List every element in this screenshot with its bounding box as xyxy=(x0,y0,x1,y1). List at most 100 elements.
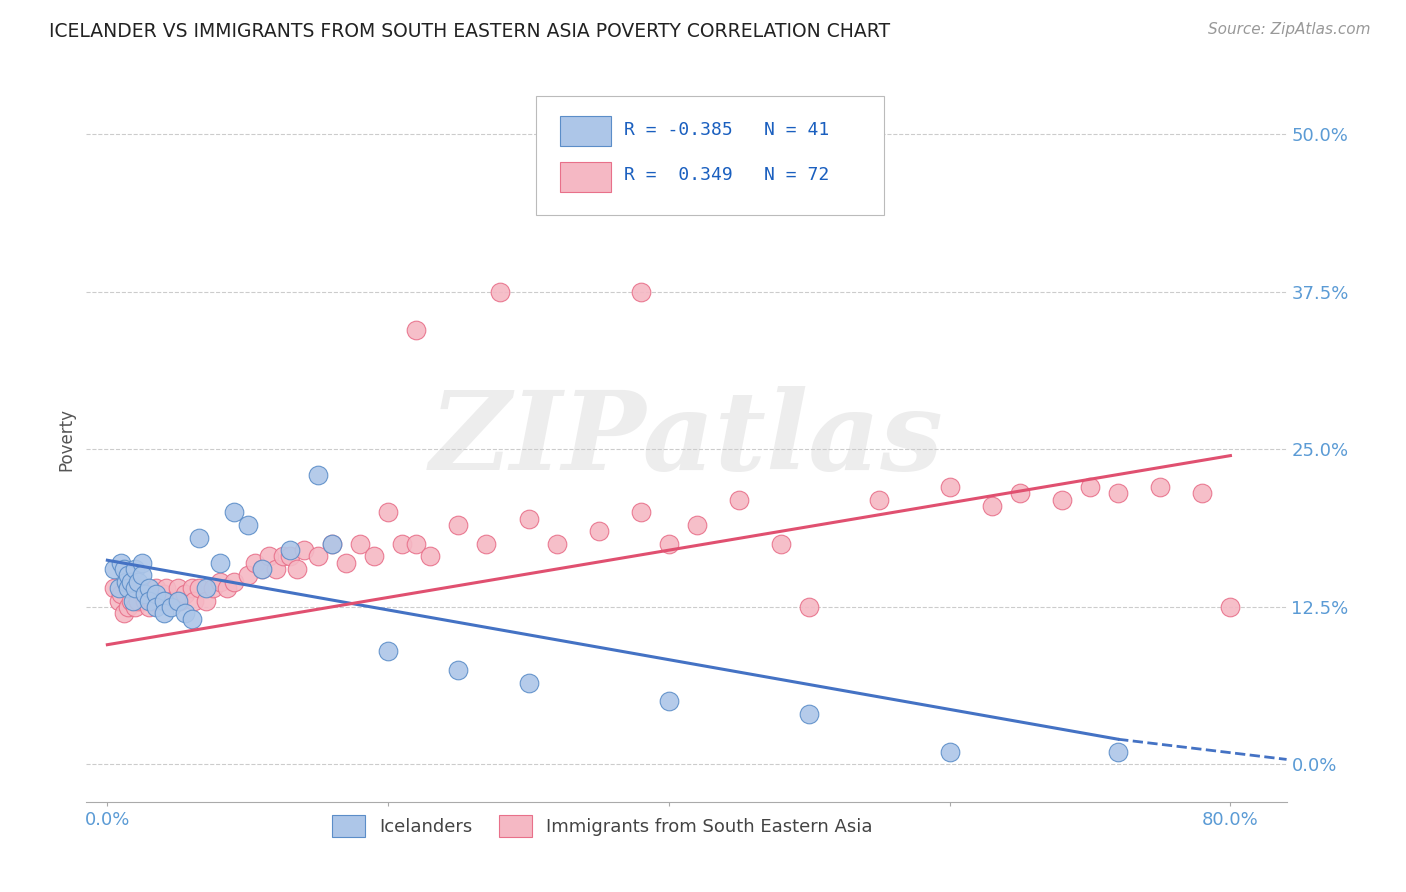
Point xyxy=(938,745,960,759)
Point xyxy=(630,505,652,519)
Point xyxy=(630,285,652,299)
Point xyxy=(321,537,343,551)
Point xyxy=(271,549,294,564)
Point xyxy=(377,644,399,658)
Point xyxy=(278,543,301,558)
Text: R =  0.349: R = 0.349 xyxy=(624,166,733,185)
Point xyxy=(180,581,202,595)
Point xyxy=(799,706,821,721)
Point xyxy=(588,524,610,539)
Point xyxy=(307,467,329,482)
Point xyxy=(103,562,125,576)
FancyBboxPatch shape xyxy=(537,95,884,215)
Text: N = 41: N = 41 xyxy=(765,120,830,138)
Point xyxy=(980,499,1002,513)
Point xyxy=(447,518,470,533)
Point xyxy=(1008,486,1031,500)
Point xyxy=(103,581,125,595)
Point xyxy=(166,581,188,595)
Point xyxy=(134,593,156,607)
Point xyxy=(117,581,139,595)
Text: ZIPatlas: ZIPatlas xyxy=(429,386,943,493)
Point xyxy=(236,568,259,582)
Point xyxy=(120,574,142,589)
Point xyxy=(173,606,195,620)
Point xyxy=(1149,480,1171,494)
Point xyxy=(117,568,139,582)
Point xyxy=(120,593,142,607)
Point xyxy=(1078,480,1101,494)
Point xyxy=(243,556,266,570)
Point xyxy=(149,593,172,607)
Point xyxy=(222,574,245,589)
Point xyxy=(335,556,357,570)
Point xyxy=(278,549,301,564)
Point xyxy=(138,599,160,614)
Point xyxy=(447,663,470,677)
Point xyxy=(285,562,308,576)
Point xyxy=(419,549,441,564)
Point xyxy=(546,537,568,551)
Point xyxy=(110,587,132,601)
Point xyxy=(194,581,217,595)
Point xyxy=(686,518,709,533)
Point xyxy=(121,593,143,607)
Point xyxy=(138,581,160,595)
FancyBboxPatch shape xyxy=(561,161,610,192)
Point xyxy=(180,612,202,626)
Point xyxy=(131,568,153,582)
Point xyxy=(363,549,385,564)
Point xyxy=(117,599,139,614)
Point xyxy=(155,581,177,595)
Point xyxy=(264,562,287,576)
Point xyxy=(112,606,135,620)
Point xyxy=(124,581,146,595)
Point xyxy=(127,593,149,607)
Point xyxy=(236,518,259,533)
Point xyxy=(869,492,891,507)
Point xyxy=(107,593,129,607)
Point xyxy=(1191,486,1213,500)
Point xyxy=(124,599,146,614)
Point xyxy=(208,556,231,570)
Point xyxy=(938,480,960,494)
Point xyxy=(183,593,205,607)
Point xyxy=(131,581,153,595)
Point xyxy=(145,587,167,601)
Point xyxy=(517,675,540,690)
Point xyxy=(152,593,174,607)
Point xyxy=(770,537,793,551)
Text: Source: ZipAtlas.com: Source: ZipAtlas.com xyxy=(1208,22,1371,37)
Point xyxy=(215,581,238,595)
Point xyxy=(134,587,156,601)
Point xyxy=(517,511,540,525)
Point xyxy=(152,606,174,620)
Point xyxy=(222,505,245,519)
Point xyxy=(110,556,132,570)
Point xyxy=(489,285,512,299)
Legend: Icelanders, Immigrants from South Eastern Asia: Icelanders, Immigrants from South Easter… xyxy=(325,807,880,844)
Point xyxy=(194,593,217,607)
Point xyxy=(145,581,167,595)
Point xyxy=(152,587,174,601)
Point xyxy=(124,581,146,595)
Text: N = 72: N = 72 xyxy=(765,166,830,185)
Point xyxy=(173,587,195,601)
Point xyxy=(1107,486,1129,500)
Point xyxy=(187,581,209,595)
Point xyxy=(257,549,280,564)
Point xyxy=(321,537,343,551)
Point xyxy=(1050,492,1073,507)
Point xyxy=(114,574,136,589)
Point xyxy=(377,505,399,519)
Point xyxy=(169,593,191,607)
Point xyxy=(1219,599,1241,614)
Point xyxy=(159,593,181,607)
Y-axis label: Poverty: Poverty xyxy=(58,409,75,471)
FancyBboxPatch shape xyxy=(561,116,610,146)
Point xyxy=(138,587,160,601)
Point xyxy=(127,574,149,589)
Text: ICELANDER VS IMMIGRANTS FROM SOUTH EASTERN ASIA POVERTY CORRELATION CHART: ICELANDER VS IMMIGRANTS FROM SOUTH EASTE… xyxy=(49,22,890,41)
Point xyxy=(187,531,209,545)
Point xyxy=(166,593,188,607)
